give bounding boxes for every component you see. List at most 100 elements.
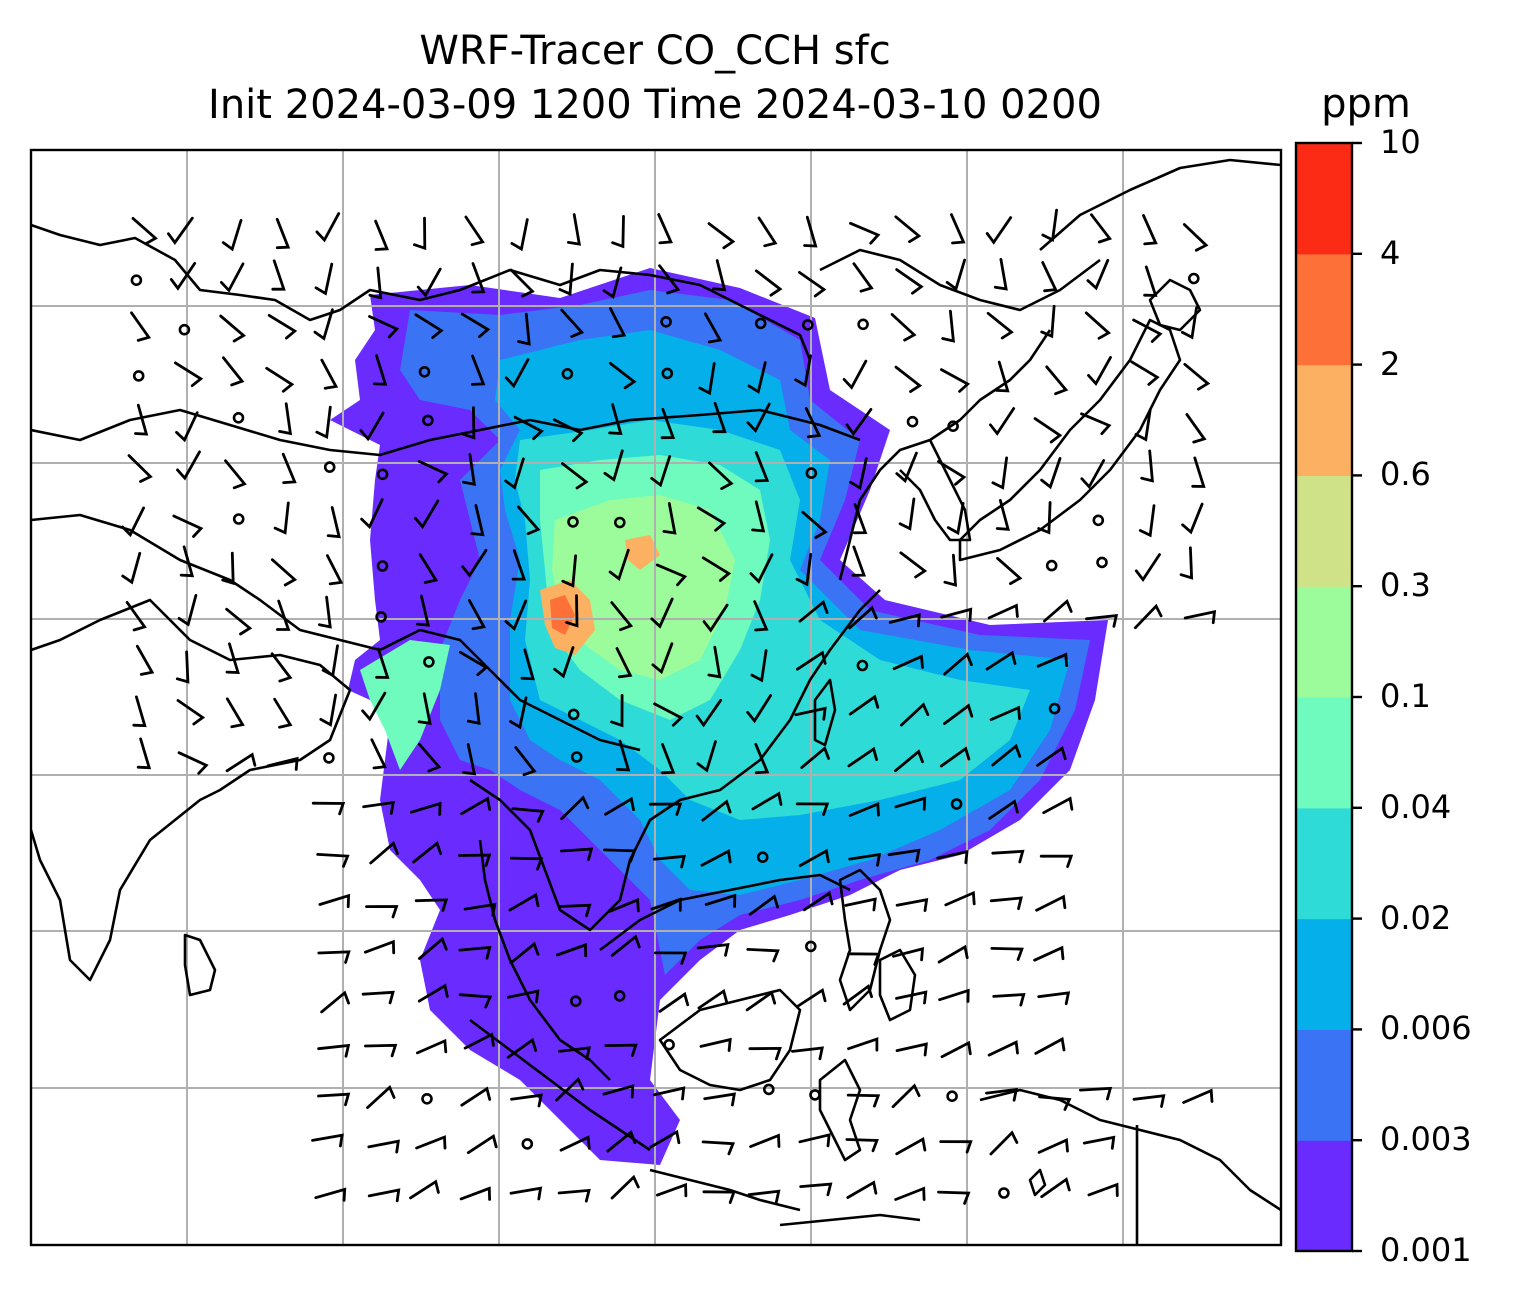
wind-barb [650, 897, 682, 912]
wind-barb [561, 462, 589, 490]
wind-barb [707, 222, 736, 250]
wind-barb [466, 1133, 498, 1155]
wind-barb [1143, 265, 1158, 297]
wind-barb [367, 1188, 401, 1203]
wind-barb [276, 599, 291, 631]
wind-barb [1087, 1182, 1119, 1197]
wind-barb [701, 1140, 736, 1156]
wind-barb [796, 650, 827, 671]
border-mongolia [819, 248, 1101, 312]
wind-barb [1037, 991, 1071, 1006]
wind-barb [895, 1042, 928, 1057]
wind-barb [791, 1046, 824, 1061]
calm-wind-circle [613, 516, 626, 529]
wind-barb [135, 644, 155, 676]
wind-barb [415, 594, 431, 627]
wind-barb [555, 942, 588, 958]
wind-barb [273, 697, 293, 729]
wind-barb [604, 796, 635, 816]
wind-barb [363, 939, 396, 955]
wind-barb [414, 313, 444, 339]
wind-barb [517, 505, 541, 536]
wind-barb [853, 503, 868, 535]
wind-barb [943, 652, 973, 676]
wind-barb [374, 219, 390, 251]
wind-barb [946, 502, 965, 536]
wind-barb [278, 402, 293, 436]
colorbar-segment [1296, 364, 1352, 476]
wind-barb [326, 506, 341, 539]
wind-barb [364, 1043, 398, 1058]
wind-barb [746, 402, 771, 433]
wind-barb [275, 217, 291, 250]
calm-wind-circle [323, 752, 335, 764]
wind-barb [608, 548, 630, 582]
wind-barb [560, 308, 585, 338]
wind-barb [558, 903, 592, 918]
wind-barb [803, 215, 818, 248]
wind-barb [844, 897, 877, 912]
wind-barb [794, 706, 827, 721]
wind-barb [175, 650, 190, 684]
calm-wind-circle [570, 751, 583, 763]
map-title-line1: WRF-Tracer CO_CCH sfc [419, 28, 891, 74]
wind-barb [650, 455, 672, 488]
wind-barb [315, 212, 341, 243]
wind-barb [996, 556, 1023, 585]
wind-barb [317, 950, 351, 964]
wind-barb [753, 600, 769, 632]
wind-barb [461, 548, 488, 578]
calm-wind-circle [376, 468, 389, 481]
wind-barb [361, 990, 395, 1005]
wind-barb [221, 219, 243, 252]
wind-barb [1034, 1036, 1066, 1055]
wind-barb [321, 644, 339, 678]
colorbar-tick-label: 2 [1380, 344, 1401, 383]
wind-barb [125, 601, 147, 632]
wind-barb [127, 454, 153, 483]
calm-wind-circle [663, 1038, 675, 1051]
wind-barb [1037, 1138, 1069, 1154]
calm-wind-circle [950, 798, 963, 810]
wind-barb [888, 613, 921, 628]
wind-barb [842, 359, 868, 390]
wind-barb [989, 705, 1021, 721]
wind-barb [172, 514, 204, 538]
wind-barb [937, 460, 967, 486]
wind-barb [895, 897, 929, 912]
wind-barb [458, 945, 492, 960]
wind-barb [985, 1087, 1019, 1102]
wind-barb [1036, 745, 1067, 767]
calm-wind-circle [906, 415, 919, 428]
wind-barb [320, 990, 350, 1014]
calm-wind-circle [421, 1093, 433, 1105]
wind-barb [943, 703, 974, 725]
calm-wind-circle [613, 990, 626, 1002]
wind-barb [650, 597, 674, 629]
wind-barb [986, 311, 1014, 340]
coastline-korea [899, 439, 972, 542]
wind-barb [1086, 258, 1110, 291]
wind-barb [662, 502, 677, 535]
wind-barb [1134, 408, 1152, 442]
calm-wind-circle [567, 708, 580, 721]
colorbar-tick-label: 0.006 [1380, 1009, 1472, 1048]
wind-barb [656, 1182, 688, 1198]
wind-barb [848, 605, 878, 630]
colorbar-tick-label: 0.001 [1380, 1231, 1472, 1269]
wind-barb [466, 692, 481, 726]
coastline-russia-far-east [1039, 158, 1281, 251]
wind-barb [616, 739, 631, 772]
calm-wind-circle [1188, 272, 1200, 285]
colorbar-tick-label: 0.02 [1380, 898, 1452, 937]
wind-barb [655, 563, 688, 587]
calm-wind-circle [809, 1089, 821, 1101]
coastline-hokkaido [1148, 278, 1202, 332]
wind-barb [649, 1129, 681, 1149]
wind-barb [1090, 213, 1113, 244]
wind-barb [373, 354, 388, 386]
wind-barb [1183, 610, 1217, 625]
wind-barb [552, 418, 584, 443]
wind-barb [848, 802, 880, 817]
